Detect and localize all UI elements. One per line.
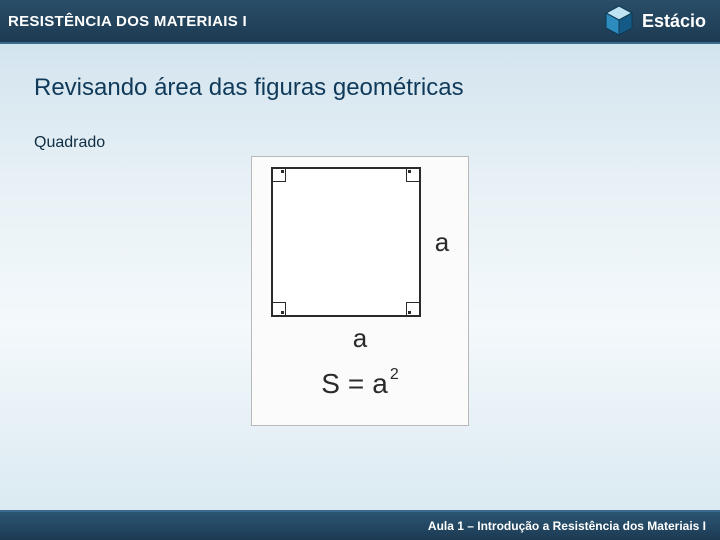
square-box: [271, 167, 421, 317]
formula-exponent: 2: [390, 366, 399, 384]
square-figure: a a S = a 2: [251, 156, 469, 426]
brand-name: Estácio: [642, 11, 706, 32]
course-title: RESISTÊNCIA DOS MATERIAIS I: [8, 13, 247, 30]
right-angle-icon: [272, 302, 286, 316]
formula-eq: =: [348, 368, 364, 400]
footer-text: Aula 1 – Introdução a Resistência dos Ma…: [428, 519, 706, 533]
figure-subtitle: Quadrado: [34, 134, 686, 152]
area-formula: S = a 2: [321, 368, 399, 400]
section-title: Revisando área das figuras geométricas: [34, 74, 686, 102]
square-row: a: [271, 167, 449, 317]
footer-bar: Aula 1 – Introdução a Resistência dos Ma…: [0, 510, 720, 540]
side-label: a: [435, 227, 449, 258]
header-bar: RESISTÊNCIA DOS MATERIAIS I Estácio: [0, 0, 720, 44]
formula-lhs: S: [321, 368, 340, 400]
right-angle-icon: [406, 302, 420, 316]
figure-area: a a S = a 2: [34, 156, 686, 426]
right-angle-icon: [272, 168, 286, 182]
content-area: Revisando área das figuras geométricas Q…: [0, 44, 720, 510]
brand-logo: Estácio: [602, 4, 706, 38]
bottom-label: a: [353, 323, 367, 354]
cube-icon: [602, 4, 636, 38]
slide: RESISTÊNCIA DOS MATERIAIS I Estácio Revi…: [0, 0, 720, 540]
formula-base: a: [372, 368, 388, 400]
right-angle-icon: [406, 168, 420, 182]
